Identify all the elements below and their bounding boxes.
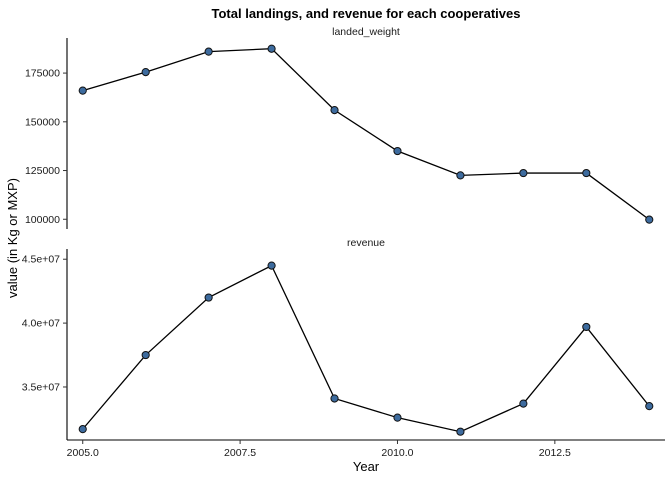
data-point — [456, 427, 465, 436]
y-tick-label: 175000 — [25, 68, 60, 80]
data-point — [519, 168, 528, 178]
data-point — [78, 425, 87, 434]
panel-landed-weight: landed_weight 100000 125000 150000 175000 — [25, 26, 654, 229]
data-point — [519, 399, 528, 408]
data-point — [330, 394, 339, 403]
panel-revenue: revenue 3.5e+07 4.0e+07 4.5e+07 — [22, 237, 654, 440]
y-tick-label: 100000 — [25, 214, 60, 226]
data-point — [204, 47, 213, 56]
x-tick-label: 2012.5 — [539, 447, 571, 459]
data-point — [645, 215, 654, 224]
data-point — [456, 171, 465, 180]
data-point — [645, 402, 654, 411]
y-tick-label: 150000 — [25, 116, 60, 128]
x-axis-title: Year — [353, 459, 380, 474]
data-point — [582, 168, 591, 178]
x-tick-label: 2005.0 — [67, 447, 99, 459]
x-axis: 2005.0 2007.5 2010.0 2012.5 — [67, 439, 665, 459]
y-tick-label: 4.5e+07 — [22, 254, 60, 266]
data-point — [330, 106, 339, 115]
data-point — [78, 86, 87, 95]
x-tick-label: 2010.0 — [381, 447, 413, 459]
series-line-landed-weight — [82, 48, 650, 221]
data-point — [393, 413, 402, 422]
strip-label-landed-weight: landed_weight — [332, 26, 400, 38]
strip-label-revenue: revenue — [347, 237, 385, 249]
data-point — [267, 44, 276, 53]
data-point — [582, 322, 591, 332]
y-tick-label: 3.5e+07 — [22, 381, 60, 393]
data-point — [141, 350, 150, 360]
chart-title: Total landings, and revenue for each coo… — [212, 6, 521, 21]
data-point — [141, 68, 150, 77]
series-line-revenue — [82, 264, 650, 433]
x-tick-label: 2007.5 — [224, 447, 256, 459]
data-point — [267, 261, 276, 270]
data-point — [204, 293, 213, 302]
data-point — [393, 146, 402, 156]
y-axis-title: value (in Kg or MXP) — [5, 178, 20, 298]
y-tick-label: 125000 — [25, 165, 60, 177]
y-tick-label: 4.0e+07 — [22, 318, 60, 330]
